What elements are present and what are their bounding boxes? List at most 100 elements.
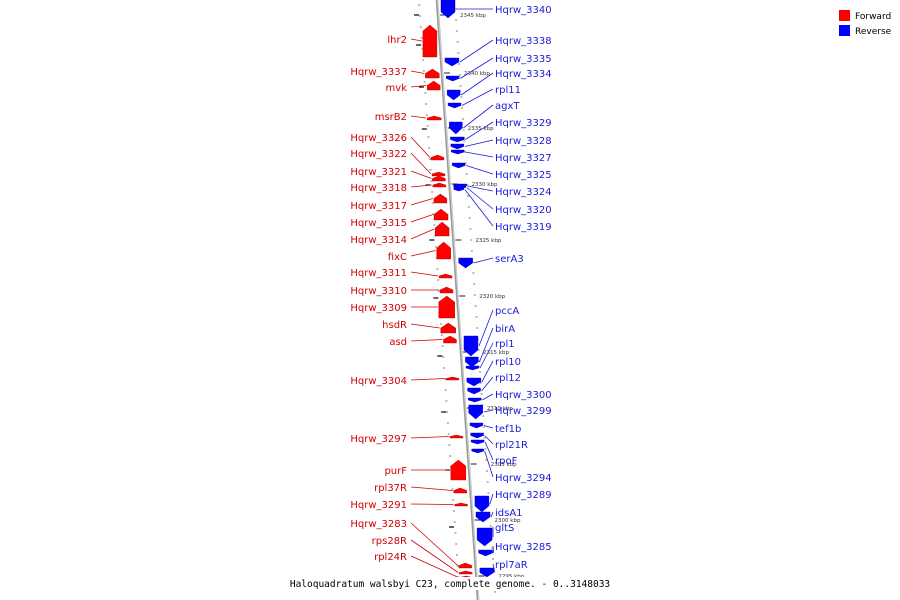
reverse-gene-label: Hqrw_3340 <box>495 5 552 16</box>
reverse-gene-label: Hqrw_3329 <box>495 118 552 129</box>
forward-gene-label: Hqrw_3322 <box>350 149 407 160</box>
forward-gene-leader <box>410 228 435 240</box>
forward-gene-label: Hqrw_3315 <box>350 218 407 229</box>
reverse-gene-label: Hqrw_3294 <box>495 473 552 484</box>
reverse-gene-arrow <box>467 387 481 395</box>
leader-lines-layer <box>410 8 496 578</box>
legend-forward-label: Forward <box>855 12 891 22</box>
reverse-gene-label: rpoF <box>495 456 518 467</box>
reverse-gene-label: rpl7aR <box>495 560 528 571</box>
forward-gene-arrow <box>431 171 446 177</box>
scale-tick-label: 2315 kbp <box>483 350 509 356</box>
reverse-gene-leader <box>483 409 494 413</box>
forward-gene-arrow <box>432 182 446 188</box>
reverse-gene-arrow <box>479 567 495 578</box>
forward-gene-arrow <box>443 335 457 344</box>
reverse-gene-arrow <box>466 377 482 387</box>
scale-tick-label: 2345 kbp <box>460 13 486 19</box>
forward-gene-leader <box>410 323 440 329</box>
forward-gene-arrow <box>438 273 453 279</box>
forward-gene-label: fixC <box>388 252 407 263</box>
scale-tick-label: 2330 kbp <box>472 182 498 188</box>
gene-arrows-layer <box>422 0 495 580</box>
reverse-gene-leader <box>484 441 494 461</box>
forward-gene-arrow <box>453 487 467 494</box>
reverse-gene-arrow <box>440 0 456 19</box>
reverse-gene-leader <box>484 435 494 445</box>
forward-gene-arrow <box>433 193 448 204</box>
forward-gene-leader <box>410 85 427 88</box>
forward-gene-leader <box>410 198 433 206</box>
legend-reverse-label: Reverse <box>855 27 892 37</box>
forward-gene-leader <box>410 70 425 74</box>
reverse-gene-leader <box>479 327 494 363</box>
reverse-gene-arrow <box>453 187 465 192</box>
reverse-gene-arrow <box>450 136 465 143</box>
reverse-gene-arrow <box>463 335 479 357</box>
reverse-gene-leader <box>473 257 494 264</box>
scale-ticks-layer: 2345 kbp 2340 kbp 2335 kbp 2330 kbp 2325 kbp… <box>440 13 525 580</box>
forward-gene-arrow <box>434 221 450 237</box>
reverse-gene-leader <box>484 450 494 478</box>
forward-gene-arrow <box>427 115 442 121</box>
reverse-gene-label: rpl12 <box>495 373 521 384</box>
genome-backbone <box>435 0 480 600</box>
forward-gene-arrow <box>422 24 438 58</box>
reverse-gene-label: Hqrw_3320 <box>495 205 552 216</box>
reverse-gene-label: Hqrw_3300 <box>495 390 552 401</box>
forward-gene-label: Hqrw_3326 <box>350 133 407 144</box>
scale-tick-label: 2320 kbp <box>479 294 505 300</box>
forward-gene-leader <box>410 378 445 381</box>
map-caption: Haloquadratum walsbyi C23, complete geno… <box>290 579 610 590</box>
reverse-gene-arrow <box>469 422 484 429</box>
reverse-gene-leader <box>461 88 494 106</box>
forward-gene-arrow <box>432 175 446 182</box>
forward-gene-leader <box>410 486 453 491</box>
reverse-gene-leader <box>466 165 494 175</box>
forward-gene-label: lhr2 <box>387 35 407 46</box>
scale-tick-label: 2340 kbp <box>464 71 490 77</box>
forward-gene-label: Hqrw_3310 <box>350 286 407 297</box>
forward-gene-label: Hqrw_3309 <box>350 303 407 314</box>
reverse-gene-leader <box>467 185 494 192</box>
forward-gene-arrow <box>438 295 455 319</box>
reverse-gene-arrow <box>445 75 460 82</box>
forward-gene-arrow <box>426 80 441 91</box>
reverse-gene-leader <box>463 104 494 129</box>
reverse-gene-label: pccA <box>495 306 519 317</box>
forward-gene-label: Hqrw_3318 <box>350 183 407 194</box>
reverse-gene-arrow <box>449 121 463 135</box>
legend-forward-swatch <box>839 10 850 21</box>
reverse-gene-label: birA <box>495 324 515 335</box>
reverse-gene-label: Hqrw_3328 <box>495 136 552 147</box>
forward-gene-label: Hqrw_3317 <box>350 201 407 212</box>
reverse-gene-leader <box>492 545 494 554</box>
legend-reverse-swatch <box>839 25 850 36</box>
forward-gene-leader <box>410 170 432 179</box>
reverse-gene-arrow <box>468 404 483 420</box>
reverse-gene-arrow <box>465 356 479 368</box>
reverse-gene-label: rpl21R <box>495 440 528 451</box>
reverse-gene-label: gltS <box>495 523 514 534</box>
scale-tick-label: 2325 kbp <box>475 238 501 244</box>
scale-tick-label: 2310 kbp <box>487 406 513 412</box>
reverse-gene-leader <box>478 309 494 347</box>
forward-gene-arrow <box>449 434 464 439</box>
forward-gene-leader <box>410 503 454 505</box>
forward-gene-leader <box>410 250 436 257</box>
forward-gene-leader <box>410 436 449 439</box>
forward-gene-leader <box>410 522 459 566</box>
forward-gene-leader <box>410 271 439 277</box>
forward-gene-arrow <box>425 68 440 79</box>
forward-gene-label: Hqrw_3311 <box>350 268 407 279</box>
reverse-gene-label: Hqrw_3327 <box>495 153 552 164</box>
forward-gene-label: rps28R <box>372 536 407 547</box>
forward-gene-leader <box>410 214 434 223</box>
reverse-gene-arrow <box>444 57 460 67</box>
scale-tick-label: 2335 kbp <box>468 126 494 132</box>
forward-gene-label: Hqrw_3291 <box>350 500 407 511</box>
forward-gene-arrow <box>450 459 466 481</box>
reverse-gene-label: Hqrw_3289 <box>495 490 552 501</box>
reverse-gene-arrow <box>476 527 493 547</box>
